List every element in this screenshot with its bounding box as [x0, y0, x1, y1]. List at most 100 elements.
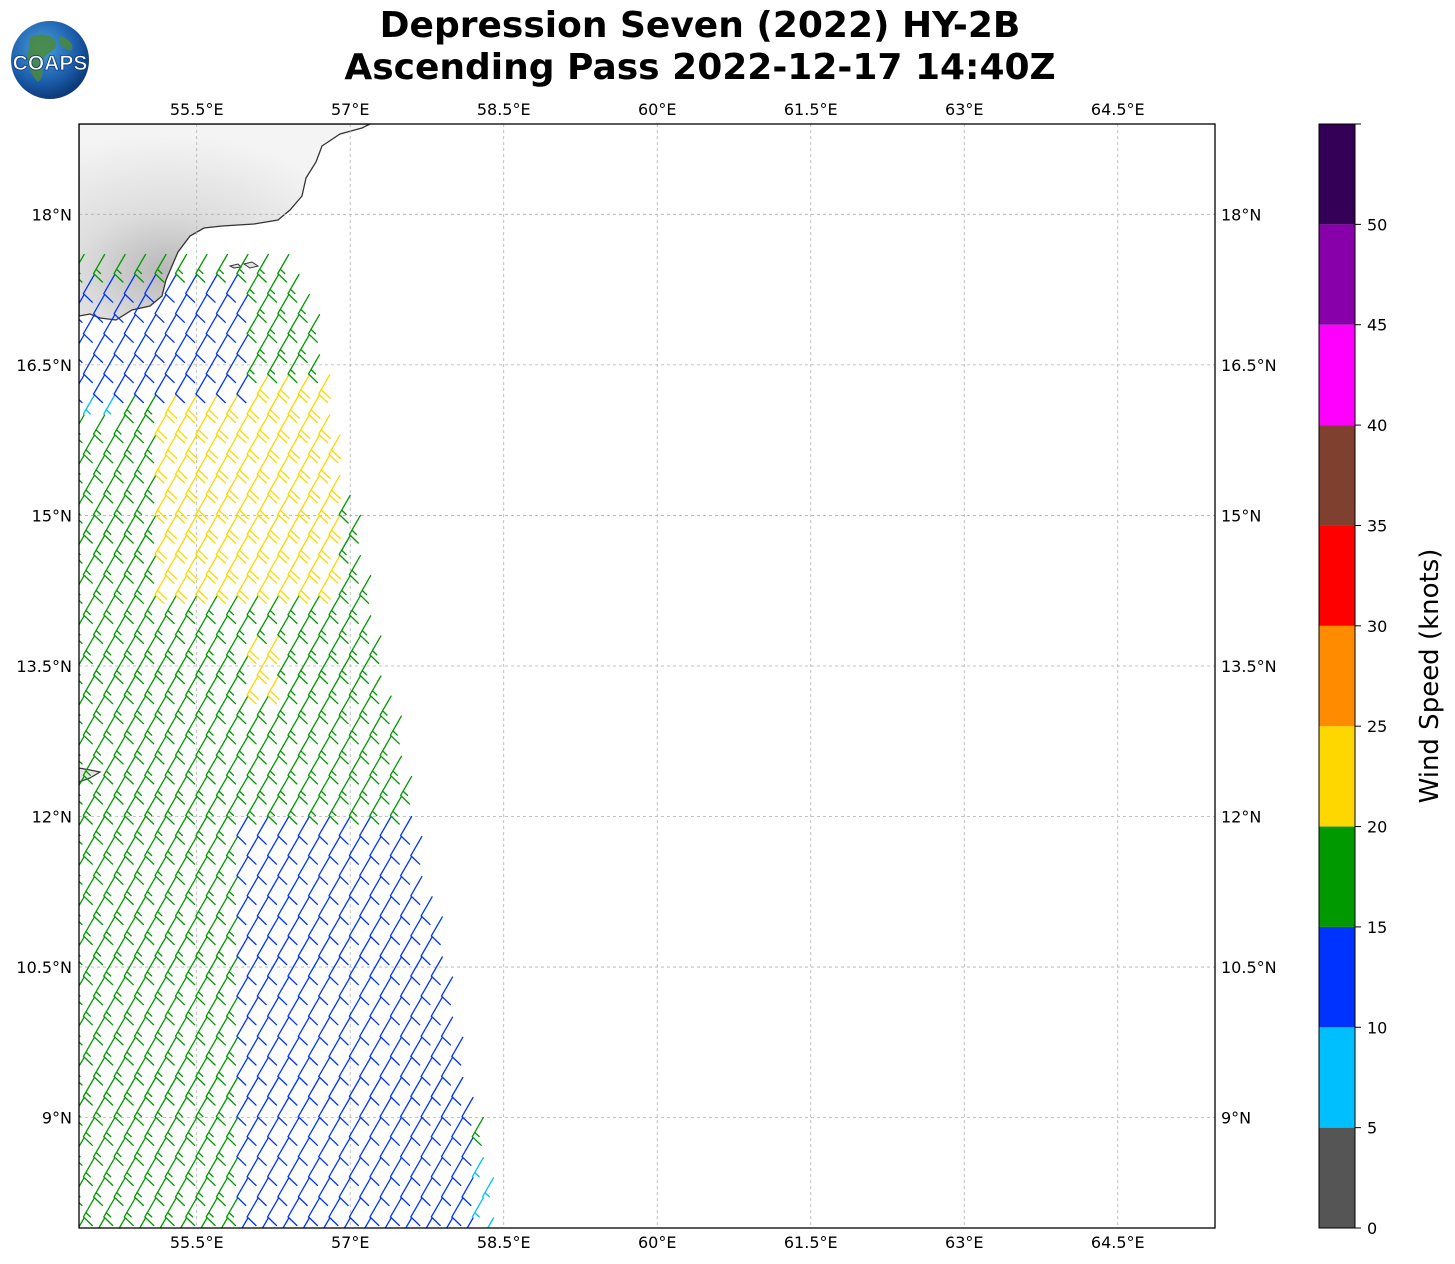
wind-barb [215, 615, 229, 645]
colorbar-tick-label: 25 [1367, 717, 1387, 736]
wind-barb [164, 1157, 177, 1187]
wind-barb [103, 273, 116, 303]
wind-barb [103, 956, 116, 986]
wind-barb [297, 775, 310, 805]
wind-barb [359, 655, 372, 685]
wind-barb [164, 876, 177, 906]
wind-barb [82, 956, 96, 986]
wind-barb [103, 434, 116, 464]
wind-barb [236, 334, 249, 364]
wind-barb [195, 896, 208, 926]
wind-barb [451, 1197, 464, 1227]
wind-barb [389, 715, 403, 745]
wind-barb [205, 635, 218, 665]
wind-barb [338, 1016, 351, 1046]
wind-barb [195, 856, 208, 885]
wind-barb [236, 454, 249, 484]
wind-barb [113, 1137, 126, 1166]
wind-barb [164, 273, 177, 303]
wind-barb [103, 1076, 116, 1106]
wind-barb [328, 434, 342, 464]
wind-barb [369, 835, 382, 865]
wind-barb [379, 936, 392, 966]
wind-barb [266, 273, 280, 303]
wind-barb [103, 876, 116, 906]
wind-barb [405, 1217, 413, 1228]
wind-barb [297, 574, 311, 604]
wind-barb [185, 675, 198, 705]
wind-barb [369, 635, 382, 665]
wind-barb [359, 1177, 372, 1207]
wind-barb [236, 374, 249, 404]
wind-barb [277, 1056, 290, 1086]
lon-tick-label-top: 57°E [331, 100, 369, 119]
wind-barb [389, 1157, 403, 1187]
wind-barb [297, 454, 311, 484]
wind-barb [410, 1116, 423, 1146]
wind-barb [389, 755, 403, 785]
wind-barb [236, 253, 249, 283]
wind-barb [246, 474, 260, 504]
wind-barb [246, 434, 260, 464]
wind-barb [225, 755, 239, 785]
wind-barb [205, 1076, 218, 1106]
wind-barb [144, 956, 157, 986]
wind-barb [379, 775, 392, 805]
wind-barb [348, 1036, 362, 1066]
wind-barb [154, 534, 168, 564]
wind-barb [123, 996, 136, 1026]
wind-barb [185, 434, 198, 464]
wind-barb [328, 675, 341, 705]
wind-barb [466, 1217, 474, 1228]
wind-barb [246, 394, 260, 424]
wind-barb [359, 615, 372, 645]
wind-barb [113, 936, 126, 966]
lat-tick-label-left: 16.5°N [16, 356, 72, 375]
wind-barb [359, 735, 372, 765]
wind-barb [133, 815, 147, 845]
wind-barb [113, 574, 126, 604]
wind-barb [359, 936, 372, 966]
wind-barb [348, 715, 362, 745]
wind-barb [287, 273, 300, 303]
wind-barb [113, 494, 126, 524]
wind-barb [79, 1217, 85, 1228]
wind-barb [451, 1157, 464, 1187]
colorbar-segment [1319, 224, 1355, 325]
wind-barb [144, 314, 157, 343]
wind-barb [144, 1116, 157, 1146]
wind-barb [266, 956, 280, 986]
wind-barb [215, 1096, 229, 1126]
figure-title-line-2: Ascending Pass 2022-12-17 14:40Z [344, 47, 1056, 88]
wind-barb [318, 1137, 331, 1166]
wind-barb [410, 1036, 423, 1066]
wind-barb [92, 334, 106, 364]
wind-barb [277, 454, 290, 484]
wind-barb [225, 675, 239, 705]
wind-barb [481, 1177, 495, 1198]
wind-barb [297, 856, 310, 885]
wind-barb [328, 635, 341, 665]
lon-tick-label-top: 63°E [945, 100, 983, 119]
wind-barb [164, 474, 178, 504]
wind-barb [287, 755, 300, 785]
wind-barb [133, 574, 147, 604]
wind-barb [277, 976, 290, 1006]
wind-barb [369, 795, 382, 825]
wind-barb [103, 675, 116, 705]
wind-barb [277, 334, 290, 364]
wind-barb [318, 896, 331, 926]
wind-barb [338, 574, 351, 604]
wind-barb [103, 354, 116, 384]
wind-barb [164, 1076, 177, 1106]
wind-barb [103, 1036, 116, 1066]
wind-barb [328, 755, 341, 785]
wind-barb [185, 354, 198, 384]
wind-barb [338, 1137, 351, 1166]
wind-barb [338, 775, 351, 805]
wind-barb [297, 1056, 310, 1086]
wind-barb [256, 374, 270, 404]
wind-barb [297, 334, 310, 364]
wind-barb [215, 775, 229, 805]
wind-barb [318, 494, 331, 524]
